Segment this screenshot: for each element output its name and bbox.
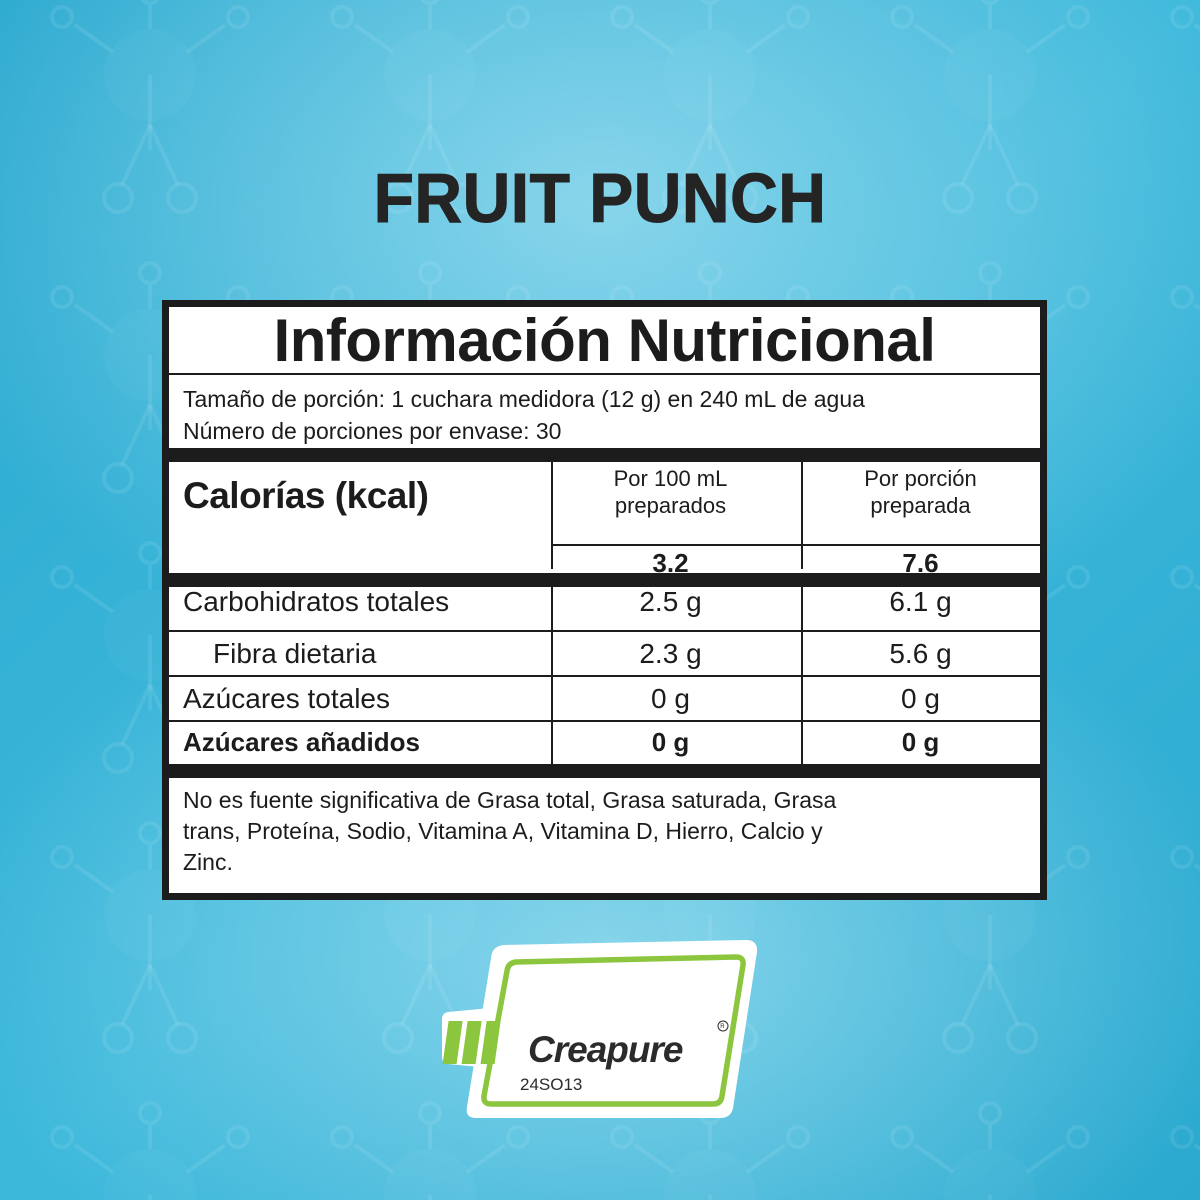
- svg-text:R: R: [720, 1024, 725, 1030]
- svg-text:Creapure: Creapure: [528, 1029, 683, 1070]
- svg-text:24SO13: 24SO13: [520, 1075, 582, 1094]
